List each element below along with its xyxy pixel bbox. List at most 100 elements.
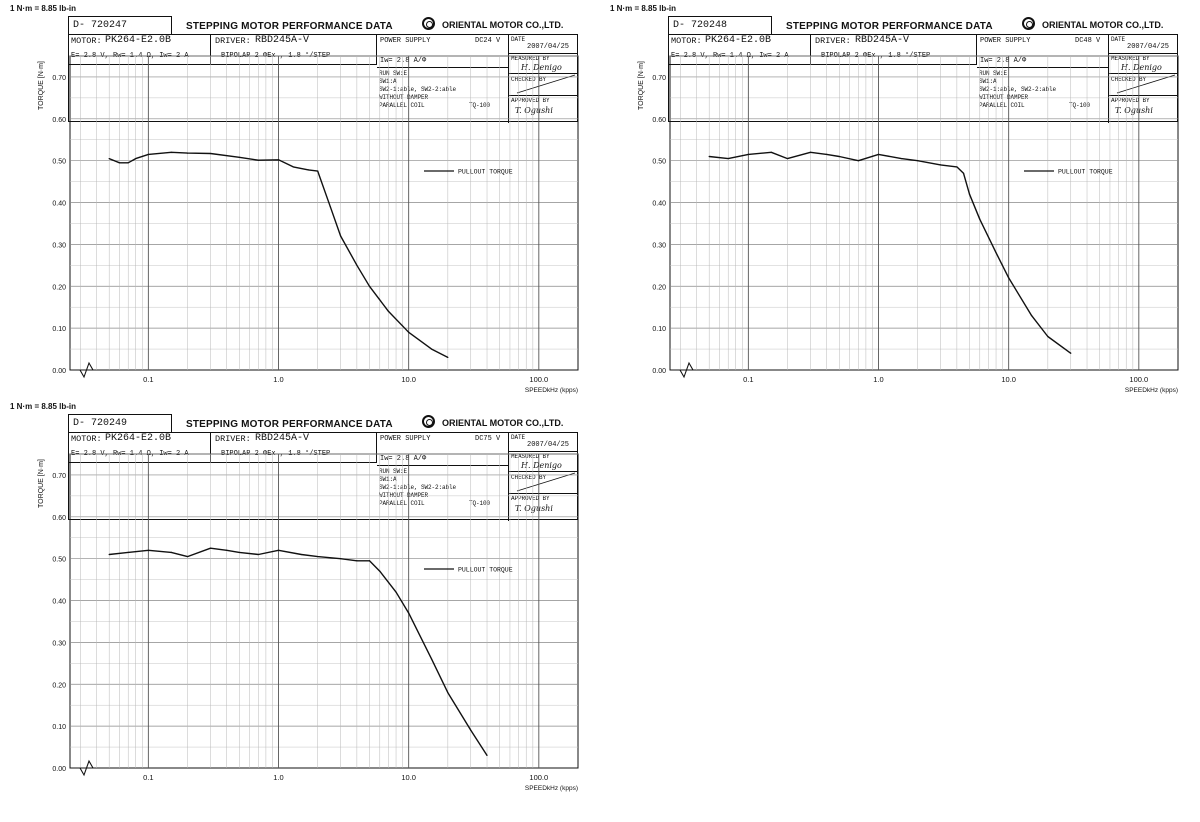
driver-model: RBD245A-V — [855, 35, 910, 46]
motor-model: PK264-E2.0B — [105, 433, 172, 444]
date-label: DATE — [511, 434, 526, 441]
data-point — [877, 153, 880, 155]
y-tick-label: 0.20 — [52, 682, 66, 689]
torque-speed-chart: 0.00 0.10 0.20 0.30 0.40 0.50 0.60 0.70 0.1 1.0 10… — [52, 453, 579, 792]
y-tick-label: 0.50 — [652, 159, 666, 166]
divider — [509, 95, 577, 96]
approval-cell: DATE 2007/04/25 MEASURED BY H. Denigo CH… — [1109, 35, 1177, 123]
data-point — [770, 151, 772, 153]
divider — [509, 471, 577, 472]
data-point — [962, 172, 965, 174]
divider — [977, 67, 1108, 68]
divider — [377, 465, 508, 466]
y-tick-label: 0.70 — [52, 75, 66, 82]
approved-by-label: APPROVED BY — [1111, 97, 1150, 104]
data-point — [317, 170, 319, 172]
y-tick-label: 0.50 — [52, 159, 66, 166]
data-point — [956, 166, 958, 168]
data-point — [408, 612, 410, 614]
data-point — [368, 285, 371, 287]
data-point — [968, 193, 971, 195]
data-point — [447, 692, 449, 694]
data-point — [786, 157, 789, 160]
sheet-title: STEPPING MOTOR PERFORMANCE DATA — [786, 21, 993, 32]
checked-by-label: CHECKED BY — [511, 76, 547, 83]
motor-label: MOTOR: — [71, 434, 102, 444]
data-point — [708, 155, 710, 158]
approval-cell: DATE 2007/04/25 MEASURED BY H. Denigo CH… — [509, 433, 577, 521]
motor-model: PK264-E2.0B — [105, 35, 172, 46]
checked-by-label: CHECKED BY — [511, 474, 547, 481]
plot-frame — [69, 453, 579, 769]
y-tick-label: 0.00 — [52, 766, 66, 773]
spec-info-box: MOTOR: PK264-E2.0B E= 2.8 V, Rw= 1.4 Ω, … — [68, 432, 578, 521]
x-tick-label: 0.1 — [743, 375, 753, 384]
power-supply-cell: POWER SUPPLY DC24 V Iw= 2.8 A/Φ RUN SW:E… — [377, 35, 509, 123]
y-tick-label: 0.40 — [52, 599, 66, 606]
data-point — [379, 570, 381, 572]
data-point — [238, 156, 240, 158]
setting-run-sw: RUN SW:E — [379, 70, 408, 77]
approved-by-label: APPROVED BY — [511, 495, 550, 502]
data-point — [186, 152, 189, 154]
x-tick-label: 100.0 — [529, 773, 548, 782]
measured-signature: H. Denigo — [1121, 63, 1162, 72]
data-point — [108, 553, 110, 556]
measured-by-label: MEASURED BY — [511, 453, 550, 460]
date-value: 2007/04/25 — [527, 441, 570, 449]
axis-break-icon — [70, 361, 94, 379]
company-name: ORIENTAL MOTOR CO.,LTD. — [442, 418, 564, 428]
x-tick-label: 0.1 — [143, 375, 153, 384]
data-point — [170, 151, 172, 153]
data-point — [226, 549, 228, 551]
data-point — [170, 551, 172, 553]
data-point — [300, 553, 303, 556]
approved-signature: T. Ogushi — [515, 504, 553, 513]
date-value: 2007/04/25 — [527, 43, 570, 51]
measured-signature: H. Denigo — [521, 461, 562, 470]
approval-cell: DATE 2007/04/25 MEASURED BY H. Denigo CH… — [509, 35, 577, 123]
measured-signature: H. Denigo — [521, 63, 562, 72]
y-tick-label: 0.60 — [52, 117, 66, 124]
tq-code: TQ-100 — [1069, 102, 1091, 109]
torque-speed-chart: 0.00 0.10 0.20 0.30 0.40 0.50 0.60 0.70 0.1 1.0 10… — [652, 55, 1179, 394]
data-point — [486, 754, 488, 757]
motor-model: PK264-E2.0B — [705, 35, 772, 46]
y-tick-label: 0.10 — [52, 326, 66, 333]
data-point — [979, 218, 981, 220]
data-point — [340, 235, 342, 237]
divider — [509, 451, 577, 452]
data-point — [940, 164, 942, 166]
axis-break-icon — [70, 759, 94, 777]
data-point — [747, 153, 749, 155]
tq-code: TQ-100 — [469, 500, 491, 507]
data-point — [340, 558, 342, 560]
y-axis-label: TORQUE [N·m] — [38, 459, 45, 508]
x-axis-label: SPEEDkHz (kpps) — [1125, 387, 1178, 394]
x-tick-label: 1.0 — [273, 773, 283, 782]
company-name: ORIENTAL MOTOR CO.,LTD. — [1042, 20, 1164, 30]
divider — [1109, 53, 1177, 54]
data-point — [292, 166, 294, 168]
x-tick-label: 100.0 — [529, 375, 548, 384]
checked-by-label: CHECKED BY — [1111, 76, 1147, 83]
torque-speed-chart: 0.00 0.10 0.20 0.30 0.40 0.50 0.60 0.70 0.1 1.0 10… — [52, 55, 579, 394]
y-tick-label: 0.00 — [52, 368, 66, 375]
unit-conversion-note: 1 N·m = 8.85 lb-in — [10, 4, 77, 13]
data-point — [387, 310, 390, 312]
sheet-title: STEPPING MOTOR PERFORMANCE DATA — [186, 419, 393, 430]
data-point — [118, 162, 121, 164]
x-tick-label: 10.0 — [1001, 375, 1016, 384]
setting-sw2: SW2-1:able, SW2-2:able — [379, 86, 457, 93]
y-tick-label: 0.20 — [52, 284, 66, 291]
y-tick-label: 0.30 — [52, 640, 66, 647]
approved-by-label: APPROVED BY — [511, 97, 550, 104]
divider — [509, 493, 577, 494]
y-tick-label: 0.10 — [652, 326, 666, 333]
data-point — [1008, 277, 1010, 279]
coil-config: PARALLEL COIL — [979, 102, 1025, 109]
y-tick-label: 0.70 — [52, 473, 66, 480]
measured-by-label: MEASURED BY — [1111, 55, 1150, 62]
data-point — [917, 160, 919, 162]
data-point — [257, 159, 259, 161]
